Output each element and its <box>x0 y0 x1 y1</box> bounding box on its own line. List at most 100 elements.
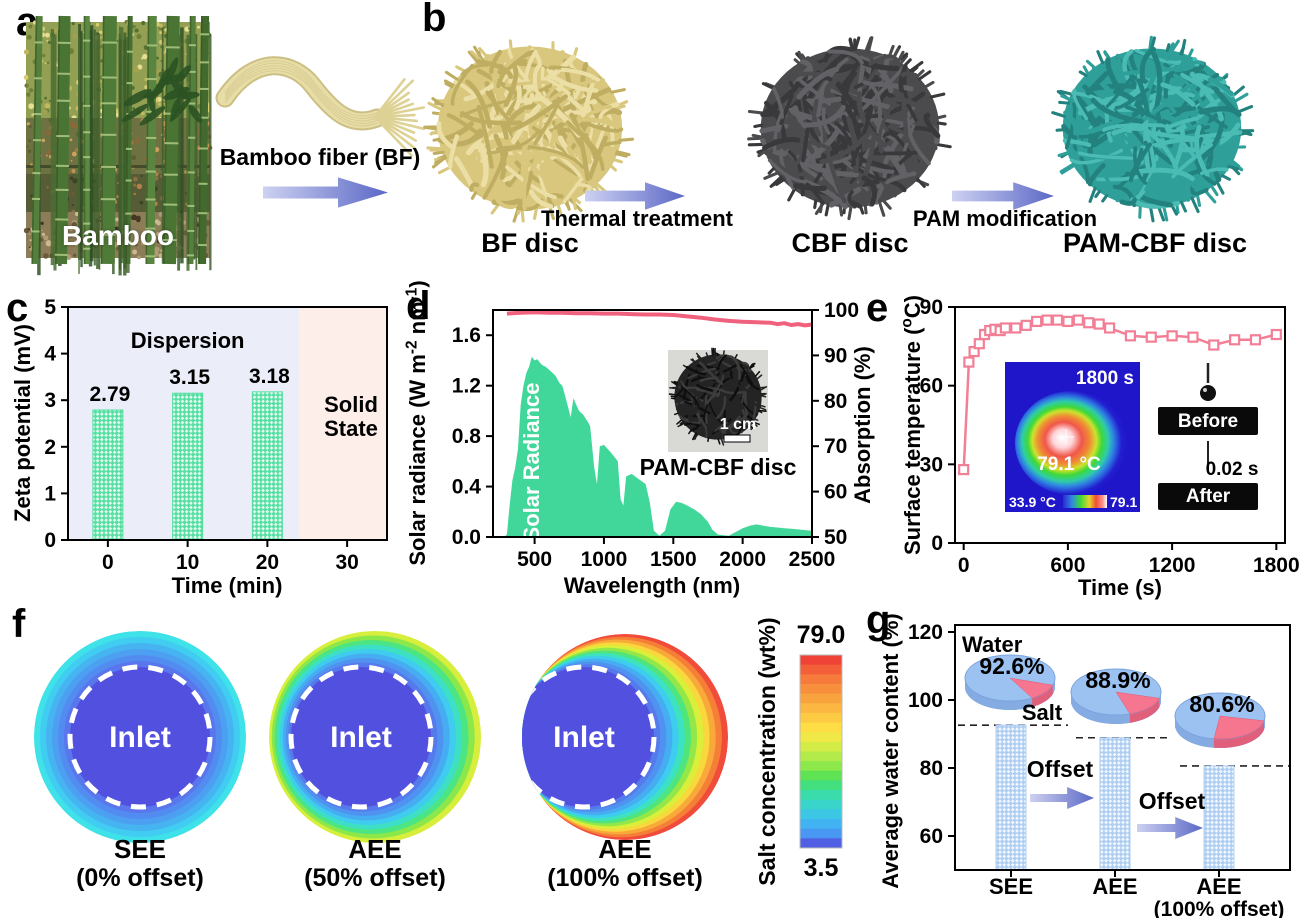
x-category-label: SEE <box>989 874 1033 899</box>
y-tick-right: 100 <box>824 299 859 322</box>
pie-water-salt-1 <box>1070 668 1162 724</box>
x-tick: 20 <box>256 551 279 574</box>
x-tick: 2000 <box>719 548 766 571</box>
temperature-marker <box>1103 322 1116 334</box>
inlet-circle <box>288 664 434 810</box>
before-label: Before <box>1178 411 1238 432</box>
colorbar-max: 79.0 <box>797 621 846 649</box>
before-photo <box>1158 407 1258 435</box>
pie-percent-label: 80.6% <box>1189 691 1254 717</box>
panel-letter-e: e <box>866 286 889 330</box>
y-tick: 90 <box>920 296 943 319</box>
temperature-marker <box>1072 314 1084 326</box>
disc-label-cbf: CBF disc <box>791 228 909 258</box>
y-tick: 3 <box>44 389 56 412</box>
offset-arrow <box>1030 787 1094 809</box>
y-tick-right: 60 <box>824 481 847 504</box>
inlet-label: Inlet <box>330 721 392 754</box>
process-arrow-a <box>263 177 388 208</box>
disc-sub-label: (0% offset) <box>76 864 204 892</box>
y-axis-title-right: Absorption (%) <box>850 346 875 504</box>
temperature-marker <box>1249 334 1262 346</box>
inlet-circle <box>522 664 657 810</box>
y-tick-left: 0.0 <box>452 526 481 549</box>
bar-value-label: 3.15 <box>169 366 210 389</box>
bamboo-photo <box>23 15 213 276</box>
temperature-marker <box>999 322 1011 334</box>
y-tick-left: 1.2 <box>452 375 481 398</box>
after-label: After <box>1186 486 1231 507</box>
y-tick: 0 <box>931 532 943 555</box>
y-tick-right: 70 <box>824 435 847 458</box>
temperature-marker <box>1187 331 1199 343</box>
panel-letter-d: d <box>406 284 431 328</box>
thermal-scale-min: 33.9 °C <box>1009 494 1056 510</box>
pie-percent-label: 88.9% <box>1085 667 1150 693</box>
legend-salt: Salt <box>1022 700 1063 725</box>
solar-radiance-area <box>504 356 812 537</box>
thermal-scale-max: 79.1 °C <box>1110 494 1157 510</box>
contour-disc-1 <box>269 631 481 843</box>
bar-value-label: 3.18 <box>249 365 290 388</box>
contour-disc-2 <box>522 634 728 840</box>
x-tick: 0 <box>958 554 970 577</box>
temperature-marker <box>1051 314 1064 326</box>
y-tick-right: 90 <box>824 344 847 367</box>
contour-disc-0 <box>34 631 246 843</box>
bar-zeta-20 <box>251 391 283 541</box>
water-droplet <box>1200 385 1216 401</box>
y-tick: 120 <box>908 621 943 644</box>
y-tick-left: 0.8 <box>452 425 482 448</box>
y-tick-right: 80 <box>824 390 847 413</box>
temperature-marker <box>1229 334 1241 346</box>
bamboo-photo-caption: Bamboo <box>62 220 174 251</box>
legend-water: Water <box>962 632 1023 657</box>
y-tick: 80 <box>920 757 943 780</box>
x-tick: 30 <box>335 551 358 574</box>
fiber-discs <box>423 35 1255 223</box>
temperature-marker <box>1145 331 1157 343</box>
x-axis-title: Time (min) <box>172 573 283 598</box>
chart-surface-temperature: 1800 s 79.1 °C 33.9 °C 79.1 °C Before 0.02 s A… <box>899 295 1299 600</box>
x-tick: 0 <box>102 551 114 574</box>
temperature-marker <box>1062 315 1074 328</box>
region-label-solid: Solid <box>324 392 378 417</box>
temperature-marker <box>1166 330 1178 342</box>
arrow-caption-pam: PAM modification <box>912 206 1098 231</box>
y-axis-title-left: Solar radiance (W m-2​ nm-1​) <box>404 280 430 565</box>
thermal-temp-label: 79.1 °C <box>1037 454 1101 475</box>
temperature-marker <box>1208 339 1220 351</box>
x-tick: 1800 <box>1253 554 1299 577</box>
panel-letter-c: c <box>6 286 29 330</box>
temperature-marker <box>1041 314 1053 326</box>
pie-percent-label: 92.6% <box>979 653 1044 679</box>
x-tick: 600 <box>1050 554 1085 577</box>
temperature-marker <box>1031 315 1043 328</box>
temperature-marker <box>973 338 985 350</box>
disc-label-pamcbf: PAM-CBF disc <box>1062 228 1248 258</box>
region-label-state: State <box>324 416 378 441</box>
disc-sub-label: (100% offset) <box>547 864 703 892</box>
arrow-caption-thermal: Thermal treatment <box>541 206 733 231</box>
y-tick-right: 50 <box>824 526 847 549</box>
x-category-sublabel: (100% offset) <box>1154 898 1285 918</box>
temperature-marker <box>1270 328 1282 341</box>
colorbar-title: Salt concentration (wt%) <box>754 617 780 885</box>
temperature-marker <box>963 356 975 368</box>
disc-sub-label: (50% offset) <box>304 864 446 892</box>
bamboo-fiber-illustration <box>215 56 426 157</box>
inlet-label: Inlet <box>109 721 171 754</box>
temperature-marker <box>1010 322 1022 334</box>
temperature-marker <box>958 463 970 476</box>
bar-water-content-0 <box>995 724 1027 871</box>
chart-average-water-content: 92.6% 88.9% 80.6% Water Salt Offset Offset 60 80… <box>878 613 1291 918</box>
solar-radiance-annotation: Solar Radiance <box>519 383 544 542</box>
x-tick: 500 <box>517 548 552 571</box>
x-tick: 1200 <box>1149 554 1196 577</box>
y-tick: 1 <box>44 482 56 505</box>
disc-main-label: AEE <box>598 834 651 864</box>
x-category-label: AEE <box>1092 874 1137 899</box>
